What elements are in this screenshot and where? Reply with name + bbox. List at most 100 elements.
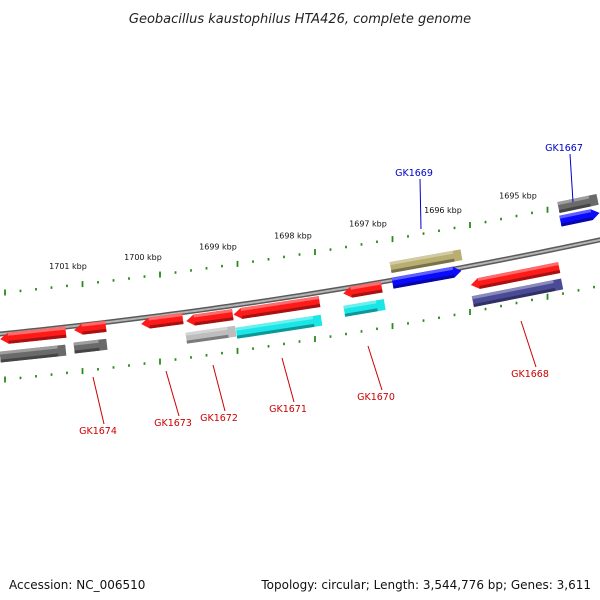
upper-tick-dot	[35, 288, 37, 291]
lower-tick-dot	[298, 340, 301, 343]
upper-tick-dot	[283, 255, 285, 259]
gene-label-leader	[569, 153, 574, 203]
upper-tick-dot	[252, 260, 254, 263]
gene-olive-bar-shine	[389, 250, 454, 266]
upper-tick-dot	[143, 275, 146, 278]
lower-tick-dot	[453, 313, 456, 317]
upper-tick-dot	[422, 232, 425, 235]
map-title: Geobacillus kaustophilus HTA426, complet…	[129, 12, 471, 27]
lower-tick-dot	[66, 371, 68, 375]
kbp-scale: 1701 kbp 1700 kbp 1699 kbp 1698 kbp 1697 kbp…	[49, 192, 537, 271]
gene-cyan-bar-shade	[344, 308, 378, 317]
gene-label: GK1672	[200, 413, 238, 424]
lower-tick-dot	[81, 368, 84, 375]
upper-tick-dot	[407, 235, 409, 238]
gene-label: GK1671	[269, 404, 307, 415]
upper-tick-dot	[190, 269, 192, 272]
lower-tick-dot	[174, 358, 177, 361]
gene-red-arrow	[141, 313, 184, 329]
lower-tick-dot	[112, 366, 115, 369]
upper-tick-dot	[4, 289, 6, 296]
kbp-tick-label: 1695 kbp	[499, 192, 537, 201]
kbp-tick-label: 1701 kbp	[49, 262, 87, 271]
upper-tick-dot	[360, 243, 363, 246]
gene-red-arrow	[74, 320, 107, 335]
gene-gray-bar	[73, 338, 108, 354]
lower-tick-dot	[314, 336, 316, 343]
gene-red-arrow	[0, 326, 67, 344]
gene-red-arrow-shine	[477, 262, 559, 282]
upper-tick-dot	[267, 258, 270, 261]
lower-tick-dot	[159, 358, 161, 365]
gene-lightgray-bar-shade	[186, 334, 229, 344]
gene-red-arrow-shine	[7, 326, 66, 336]
gene-label-leader	[281, 357, 295, 403]
gene-label-leader	[165, 370, 180, 417]
gene-cyan-bar-shade	[236, 323, 315, 339]
gene-lightgray-bar-shine	[185, 326, 228, 336]
gene-gray-bar-shade	[74, 347, 100, 354]
gene-navy-bar-shine	[471, 280, 554, 300]
upper-tick-dot	[546, 206, 549, 213]
lower-tick-dot	[546, 293, 549, 300]
upper-tick-dot	[531, 211, 533, 215]
upper-tick-dot	[205, 267, 208, 270]
gene-cyan-bar	[235, 314, 323, 339]
gene-red-arrow-shine	[350, 281, 382, 290]
gene-label-leader	[92, 376, 105, 425]
lower-tick-dot	[438, 316, 440, 320]
upper-tick-dot	[159, 271, 161, 278]
lower-tick-dot	[391, 323, 394, 330]
gene-olive-bar-shade	[391, 258, 455, 273]
gene-labels: GK1667 GK1669 GK1668 GK1670 GK1671 GK1672 GK16…	[79, 143, 583, 437]
lower-tick-dot	[205, 354, 208, 357]
upper-tick-dot	[97, 281, 99, 284]
upper-tick-dot	[329, 248, 332, 251]
upper-tick-dot	[484, 220, 487, 224]
lower-tick-dot	[19, 376, 22, 380]
gene-red-arrow-shade	[8, 334, 67, 344]
upper-tick-dot	[174, 271, 177, 274]
upper-tick-dot	[19, 289, 22, 293]
lower-tick-dot	[35, 375, 37, 378]
upper-tick-dot	[515, 214, 518, 218]
lower-tick-dot	[143, 362, 146, 365]
kbp-tick-label: 1699 kbp	[199, 243, 237, 252]
gene-red-arrow-shade	[194, 317, 234, 326]
gene-blue-arrow-edge	[559, 209, 600, 227]
lower-tick-dot	[236, 347, 239, 354]
gene-blue-arrow-shine	[391, 266, 454, 281]
lower-tick-dot	[50, 373, 53, 376]
lower-tick-dot	[360, 330, 363, 333]
gene-label: GK1667	[545, 143, 583, 154]
upper-tick-dot	[453, 226, 456, 230]
lower-tick-dot	[4, 376, 6, 383]
lower-tick-dot	[329, 335, 332, 338]
upper-tick-dot	[128, 277, 130, 280]
gene-label: GK1669	[395, 168, 433, 179]
lower-tick-dot	[500, 304, 502, 308]
gene-blue-arrow-edge-shine	[559, 209, 592, 219]
lower-tick-dot	[515, 301, 518, 305]
gene-navy-bar-shade	[473, 287, 556, 308]
upper-tick-dot	[345, 245, 347, 249]
lower-tick-dot	[190, 356, 192, 359]
gene-lightgray-bar	[185, 325, 237, 344]
kbp-tick-label: 1700 kbp	[124, 253, 162, 262]
upper-tick-dot	[112, 279, 115, 282]
gene-gray-bar	[0, 344, 67, 363]
lower-tick-dot	[484, 307, 487, 311]
gene-red-arrow-shade	[351, 289, 383, 298]
gene-red-arrow-shine	[240, 296, 320, 311]
gene-cyan-bar-shine	[343, 300, 377, 309]
lower-tick-dot	[593, 285, 595, 289]
accession-text: Accession: NC_006510	[9, 578, 146, 592]
gene-red-arrow-shade	[149, 321, 184, 329]
kbp-tick-label: 1698 kbp	[274, 232, 312, 241]
upper-tick-dot	[314, 249, 316, 256]
upper-tick-dot	[236, 260, 239, 267]
kbp-tick-label: 1697 kbp	[349, 219, 387, 228]
gene-cyan-bar-shine	[235, 315, 314, 331]
